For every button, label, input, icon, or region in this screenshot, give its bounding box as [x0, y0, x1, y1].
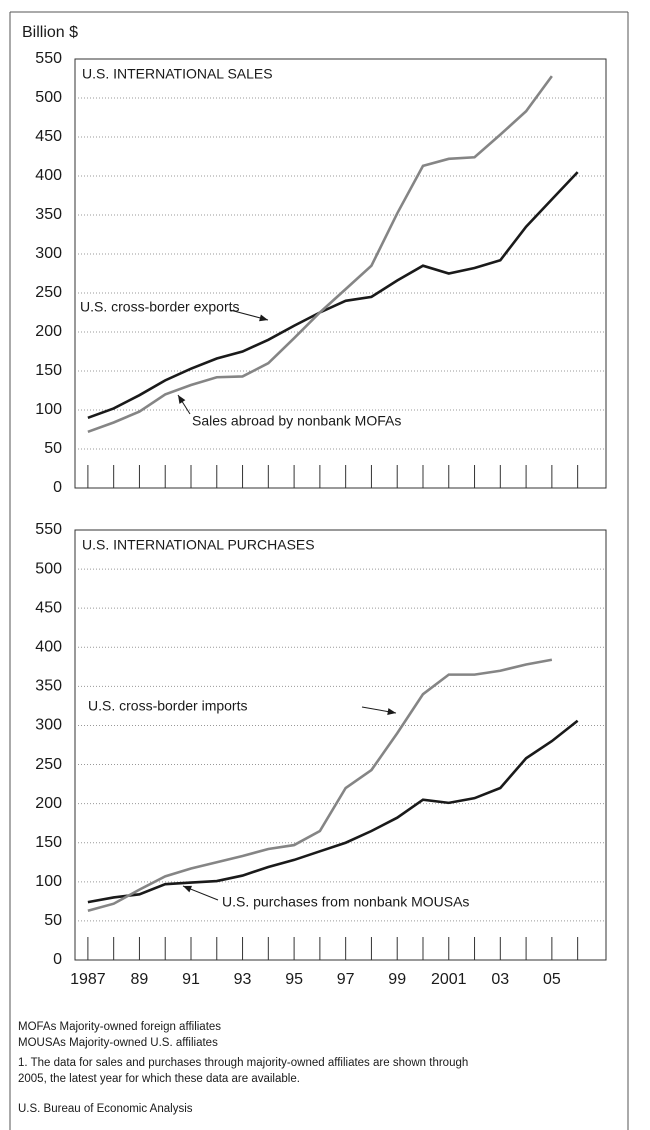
x-tick-label: 97: [337, 971, 355, 988]
panel-title: U.S. INTERNATIONAL PURCHASES: [82, 537, 315, 553]
y-tick-label: 50: [44, 912, 62, 929]
x-tick-label: 89: [131, 971, 149, 988]
x-tick-label: 05: [543, 971, 561, 988]
x-tick-label: 91: [182, 971, 200, 988]
y-tick-label: 200: [35, 795, 62, 812]
series-line: [87, 719, 579, 904]
y-tick-label: 0: [53, 479, 62, 496]
y-tick-label: 300: [35, 717, 62, 734]
annotation: Sales abroad by nonbank MOFAs: [192, 413, 401, 429]
annotation: U.S. cross-border exports: [80, 299, 240, 315]
y-tick-label: 250: [35, 284, 62, 301]
series-line: [87, 658, 553, 912]
footnote: MOUSAs Majority-owned U.S. affiliates: [18, 1037, 218, 1049]
y-tick-label: 350: [35, 678, 62, 695]
arrow-head: [259, 314, 268, 322]
y-tick-label: 400: [35, 167, 62, 184]
y-tick-label: 250: [35, 756, 62, 773]
series-line: [87, 75, 553, 434]
x-tick-label: 93: [234, 971, 252, 988]
footnote: MOFAs Majority-owned foreign affiliates: [18, 1021, 221, 1033]
arrow-head: [183, 885, 192, 893]
y-tick-label: 450: [35, 128, 62, 145]
footnote: 2005, the latest year for which these da…: [18, 1073, 300, 1085]
source: U.S. Bureau of Economic Analysis: [18, 1103, 193, 1115]
panel-title: U.S. INTERNATIONAL SALES: [82, 66, 273, 82]
y-tick-label: 50: [44, 440, 62, 457]
y-tick-label: 200: [35, 323, 62, 340]
footnote: 1. The data for sales and purchases thro…: [18, 1057, 468, 1069]
y-tick-label: 350: [35, 206, 62, 223]
x-tick-label: 95: [285, 971, 303, 988]
y-tick-label: 150: [35, 362, 62, 379]
y-tick-label: 500: [35, 89, 62, 106]
y-tick-label: 500: [35, 560, 62, 577]
x-tick-label: 03: [491, 971, 509, 988]
plot-frame: [74, 58, 607, 489]
y-tick-label: 550: [35, 50, 62, 67]
x-tick-label: 2001: [431, 971, 467, 988]
y-axis-label: Billion $: [22, 24, 78, 41]
x-tick-label: 99: [388, 971, 406, 988]
y-tick-label: 450: [35, 599, 62, 616]
y-tick-label: 0: [53, 951, 62, 968]
arrow-head: [387, 708, 396, 716]
plot-frame: [74, 529, 607, 961]
y-tick-label: 300: [35, 245, 62, 262]
y-tick-label: 100: [35, 401, 62, 418]
annotation: U.S. purchases from nonbank MOUSAs: [222, 894, 469, 910]
x-tick-label: 1987: [70, 971, 106, 988]
y-tick-label: 100: [35, 873, 62, 890]
y-tick-label: 400: [35, 638, 62, 655]
arrow-head: [178, 395, 186, 404]
series-line: [87, 171, 579, 420]
annotation: U.S. cross-border imports: [88, 698, 247, 714]
y-tick-label: 550: [35, 521, 62, 538]
y-tick-label: 150: [35, 834, 62, 851]
